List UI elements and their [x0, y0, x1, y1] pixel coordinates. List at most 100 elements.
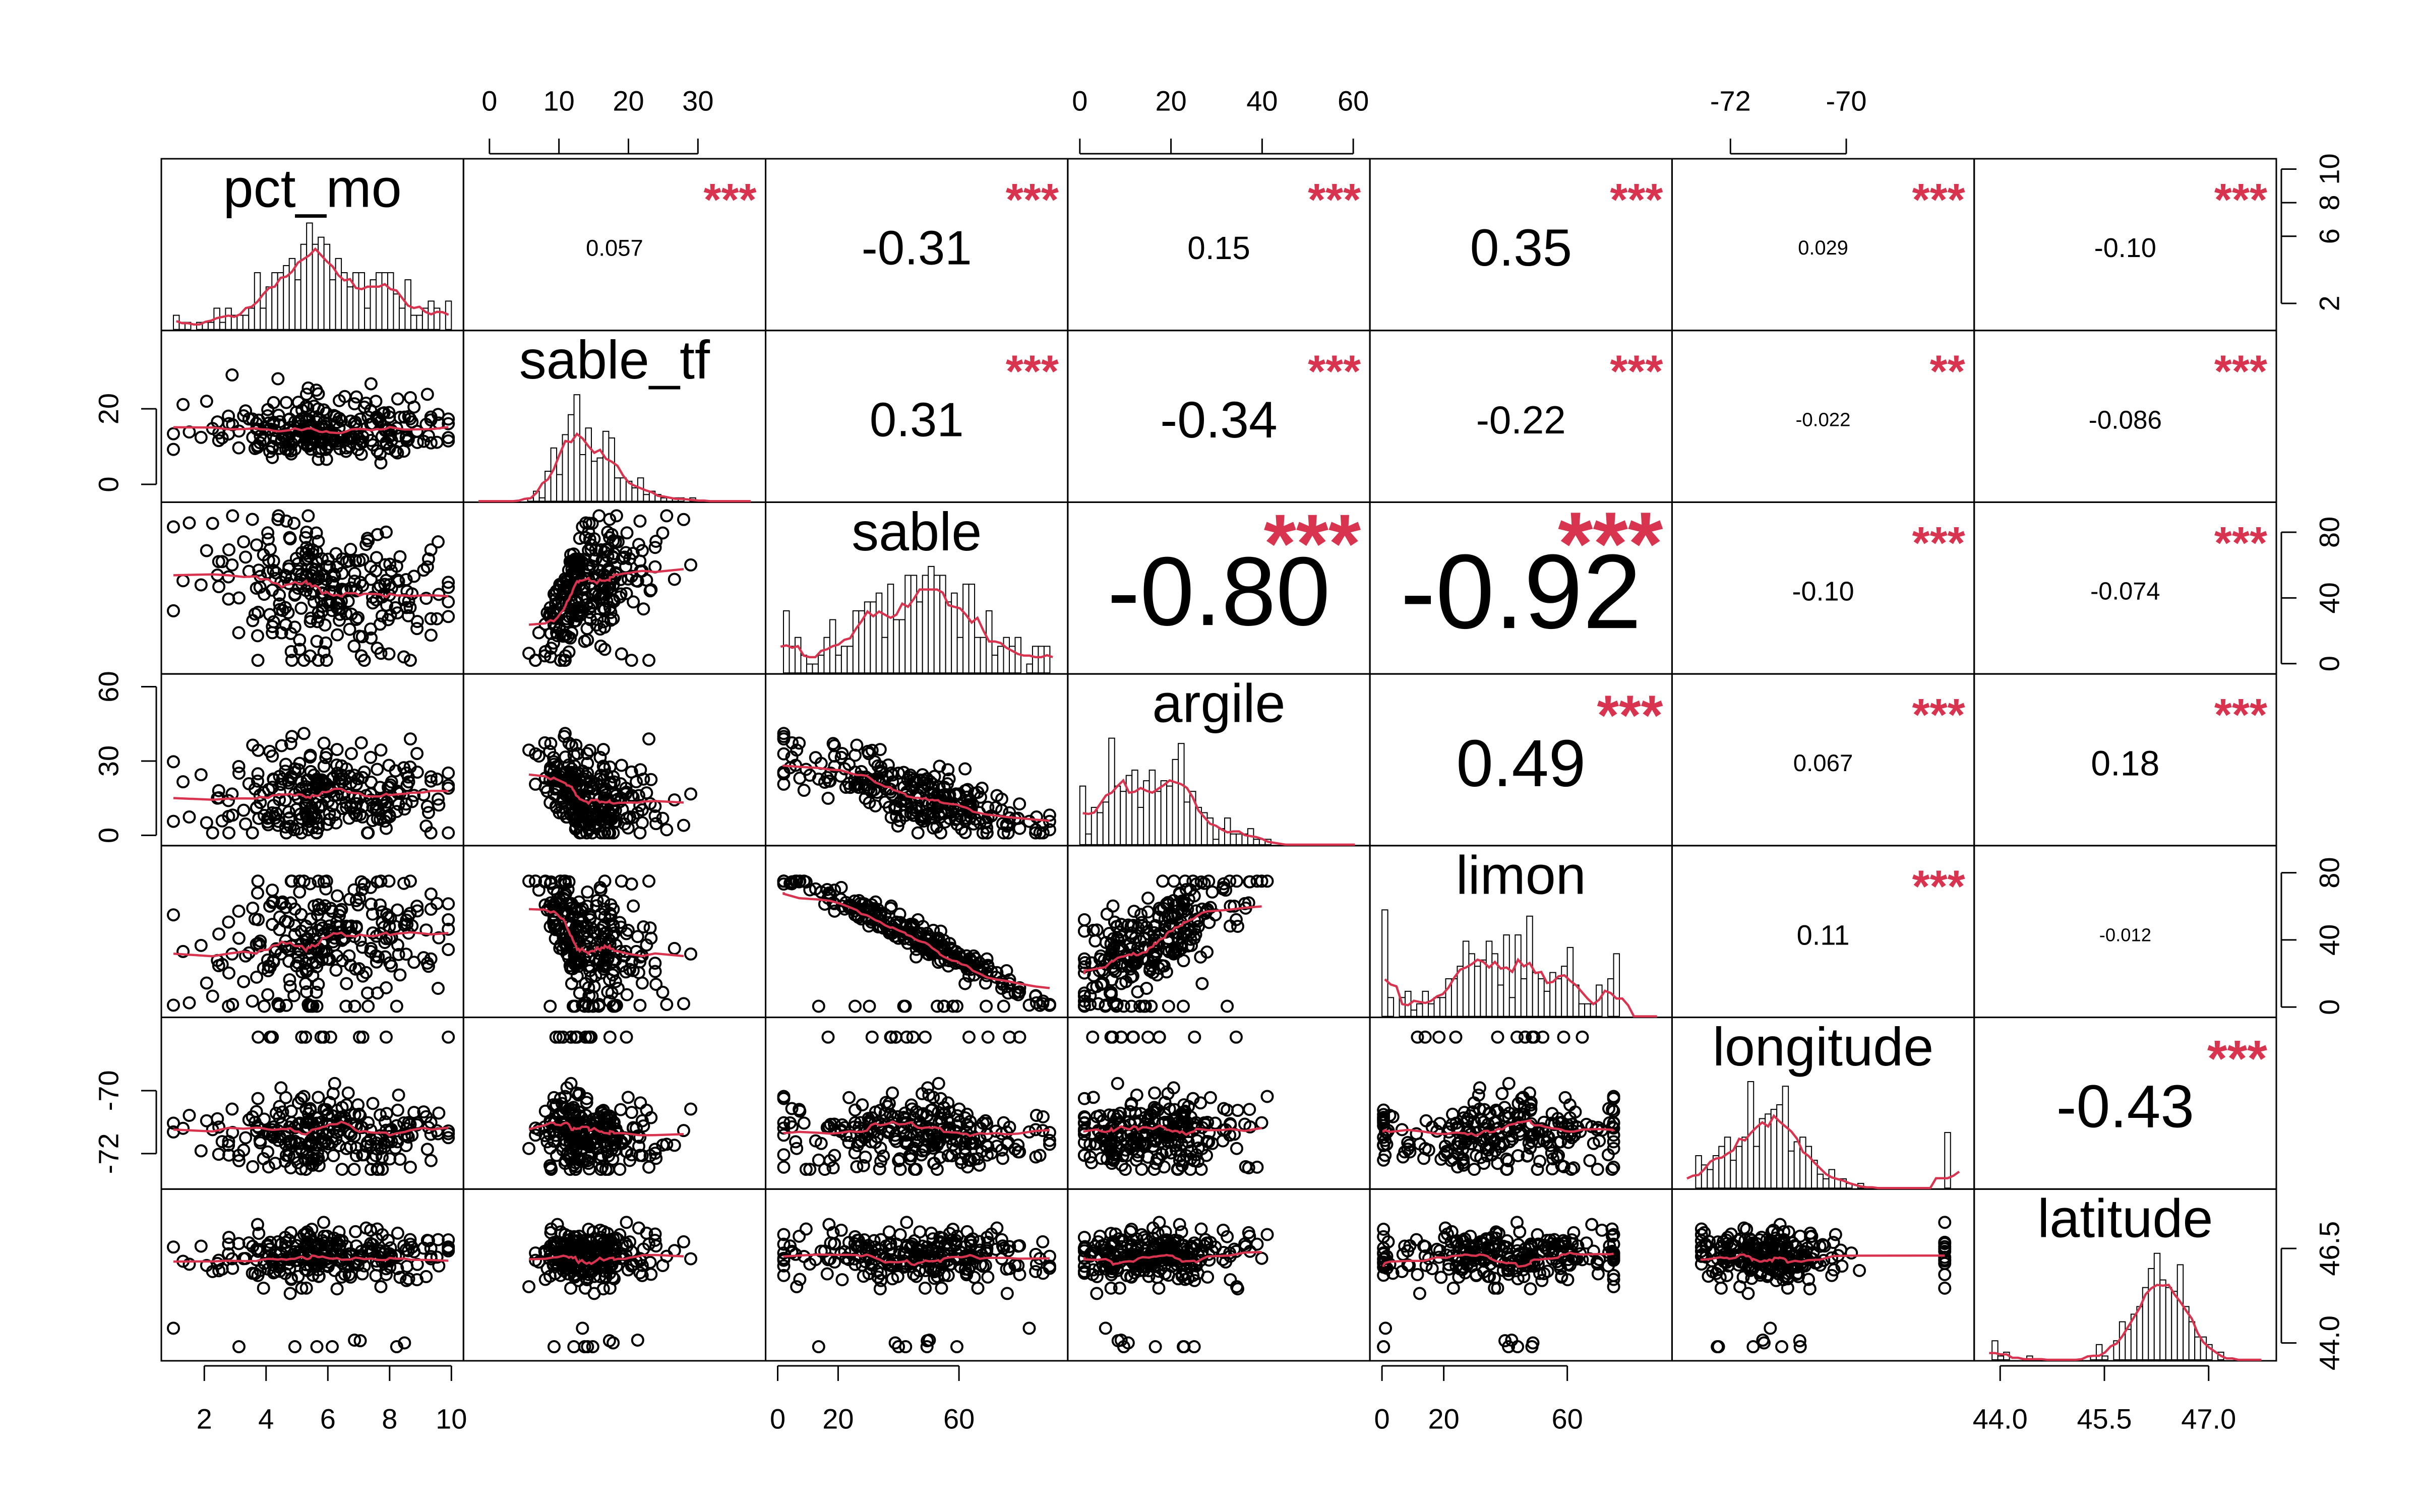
scatter-point [579, 516, 592, 530]
scatter-point [410, 899, 424, 913]
scatter-point [392, 948, 405, 961]
scatter-point [374, 743, 388, 757]
scatter-point [251, 767, 265, 781]
scatter-point [568, 759, 581, 773]
scatter-point [417, 434, 431, 448]
scatter-point [242, 777, 256, 790]
scatter-point [862, 782, 876, 796]
scatter-point [823, 774, 837, 788]
scatter-point [913, 1225, 927, 1239]
scatter-point [285, 654, 298, 667]
scatter-panel-r4-c2 [777, 874, 1056, 1013]
scatter-point [569, 820, 583, 834]
scatter-point [1043, 1125, 1056, 1139]
scatter-point [592, 509, 606, 523]
scatter-point [424, 543, 438, 557]
scatter-point [246, 738, 260, 752]
smooth-line [173, 787, 449, 801]
scatter-point [980, 999, 993, 1013]
scatter-point [893, 814, 906, 828]
scatter-point [1419, 1114, 1433, 1127]
scatter-point [620, 1216, 633, 1229]
scatter-point [323, 585, 336, 598]
scatter-point [410, 615, 424, 628]
scatter-point [891, 819, 904, 833]
scatter-panel-r6-c1 [522, 1216, 698, 1354]
scatter-point [352, 962, 366, 976]
scatter-point [239, 949, 253, 963]
scatter-panel-r5-c2 [777, 1030, 1056, 1176]
scatter-point [598, 603, 612, 616]
scatter-point [603, 1030, 617, 1044]
scatter-point [596, 743, 610, 757]
scatter-point [529, 654, 542, 667]
scatter-point [430, 772, 444, 786]
scatter-point [376, 916, 389, 929]
scatter-point [354, 649, 368, 663]
smooth-line [782, 764, 1050, 822]
scatter-point [378, 578, 392, 591]
scatter-point [660, 509, 674, 523]
scatter-point [251, 654, 265, 667]
smooth-line [173, 931, 449, 958]
scatter-point [550, 626, 563, 640]
scatter-point [1583, 1154, 1597, 1167]
scatter-point [582, 601, 596, 615]
scatter-point [391, 392, 404, 406]
scatter-point [284, 874, 298, 888]
scatter-point [614, 1103, 628, 1116]
scatter-point [995, 792, 1008, 806]
scatter-point [1156, 874, 1170, 888]
scatter-point [271, 372, 285, 386]
scatter-point [619, 546, 633, 559]
scatter-point [312, 903, 326, 916]
scatter-point [226, 509, 239, 523]
scatter-point [283, 811, 296, 825]
scatter-point [335, 903, 348, 916]
scatter-point [374, 874, 388, 888]
scatter-point [799, 1222, 813, 1236]
scatter-point [300, 525, 314, 539]
scatter-point [399, 797, 413, 811]
scatter-point [295, 546, 309, 559]
scatter-point [812, 999, 825, 1013]
scatter-point [206, 517, 219, 530]
scatter-point [166, 755, 180, 769]
scatter-point [373, 898, 387, 912]
scatter-point [305, 810, 318, 824]
scatter-point [1153, 1030, 1166, 1044]
scatter-point [341, 1086, 355, 1100]
scatter-point [1167, 874, 1181, 888]
scatter-point [288, 587, 301, 601]
scatter-point [215, 958, 229, 971]
scatter-point [620, 587, 633, 600]
scatter-point [1231, 919, 1244, 933]
scatter-point [212, 927, 226, 941]
scatter-point [777, 747, 791, 761]
scatter-point [597, 587, 611, 601]
scatter-point [668, 573, 681, 586]
scatter-point [1022, 1321, 1036, 1335]
scatter-point [1205, 885, 1219, 899]
scatter-point [606, 593, 619, 607]
scatter-point [212, 784, 225, 797]
scatter-point [1086, 1030, 1100, 1044]
scatter-point [1099, 1321, 1112, 1335]
scatter-point [355, 630, 369, 644]
scatter-point [312, 420, 326, 434]
scatter-point [634, 1096, 647, 1110]
scatter-point [356, 969, 370, 983]
scatter-point [266, 884, 279, 897]
scatter-point [399, 431, 413, 445]
scatter-point [432, 1106, 446, 1120]
scatter-point [330, 560, 344, 574]
scatter-point [319, 882, 333, 896]
scatter-point [357, 877, 371, 891]
scatter-point [797, 1116, 811, 1130]
scatter-point [348, 397, 361, 411]
scatter-point [594, 769, 608, 782]
scatter-point [442, 826, 455, 840]
scatter-point [248, 607, 262, 621]
scatter-point [385, 959, 398, 973]
panels-layer: pct_mosable_tfsableargilelimonlongitudel… [160, 157, 2277, 1362]
